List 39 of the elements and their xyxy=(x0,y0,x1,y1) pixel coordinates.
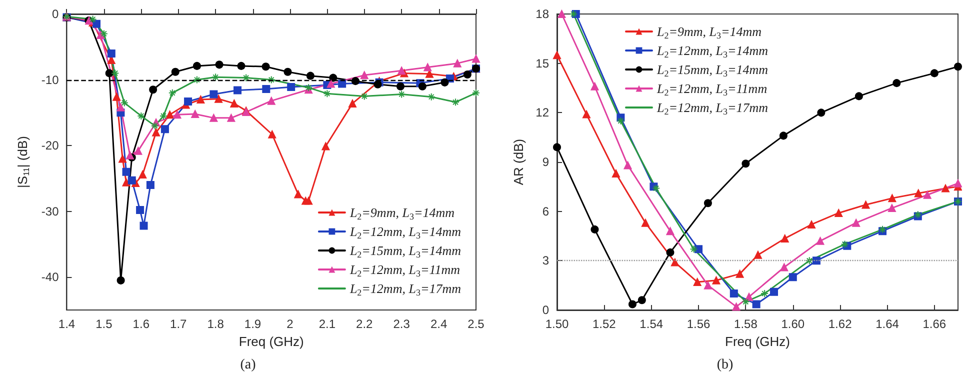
y-tick-label: 18 xyxy=(536,7,550,21)
y-tick-label: 3 xyxy=(542,254,550,268)
x-axis-title: Freq (GHz) xyxy=(238,334,304,349)
y-axis-title: |S11| (dB) xyxy=(15,136,31,188)
x-tick-label: 1.7 xyxy=(170,317,188,331)
x-tick-label: 1.56 xyxy=(686,317,711,331)
text: (a) xyxy=(240,358,256,372)
y-tick-label: 9 xyxy=(542,155,550,169)
y-tick-label: 0 xyxy=(52,7,60,21)
y-tick-label: 6 xyxy=(542,204,550,218)
x-tick-label: 1.58 xyxy=(734,317,758,331)
x-tick-label: 1.4 xyxy=(58,317,76,331)
x-tick-label: 1.9 xyxy=(244,317,262,331)
x-tick-label: 1.50 xyxy=(545,317,569,331)
x-tick-label: 2.4 xyxy=(430,317,448,331)
x-tick-label: 2.3 xyxy=(393,317,410,331)
y-tick-label: -40 xyxy=(41,270,60,284)
x-tick-label: 1.60 xyxy=(781,317,805,331)
y-tick-label: -20 xyxy=(41,138,60,153)
x-tick-label: 1.5 xyxy=(96,317,113,331)
x-tick-label: 2 xyxy=(286,317,294,331)
x-tick-label: 1.66 xyxy=(922,317,946,331)
x-tick-label: 2.5 xyxy=(468,317,485,331)
x-tick-label: 2.1 xyxy=(318,317,336,331)
x-tick-label: 1.6 xyxy=(132,317,150,331)
y-tick-label: -10 xyxy=(41,72,60,87)
x-tick-label: 1.64 xyxy=(876,317,900,331)
x-tick-label: 1.8 xyxy=(207,317,224,331)
y-tick-label: 15 xyxy=(536,56,550,70)
x-tick-label: 1.62 xyxy=(828,317,852,331)
x-tick-label: 1.54 xyxy=(640,317,664,331)
x-tick-label: 1.52 xyxy=(592,317,616,331)
y-tick-label: 0 xyxy=(542,303,550,317)
x-tick-label: 2.2 xyxy=(356,317,374,331)
y-axis-title: AR (dB) xyxy=(510,138,526,186)
text: (b) xyxy=(716,358,734,372)
x-axis-title: Freq (GHz) xyxy=(725,334,790,349)
y-tick-label: 12 xyxy=(536,106,550,120)
y-tick-label: -30 xyxy=(41,204,60,218)
